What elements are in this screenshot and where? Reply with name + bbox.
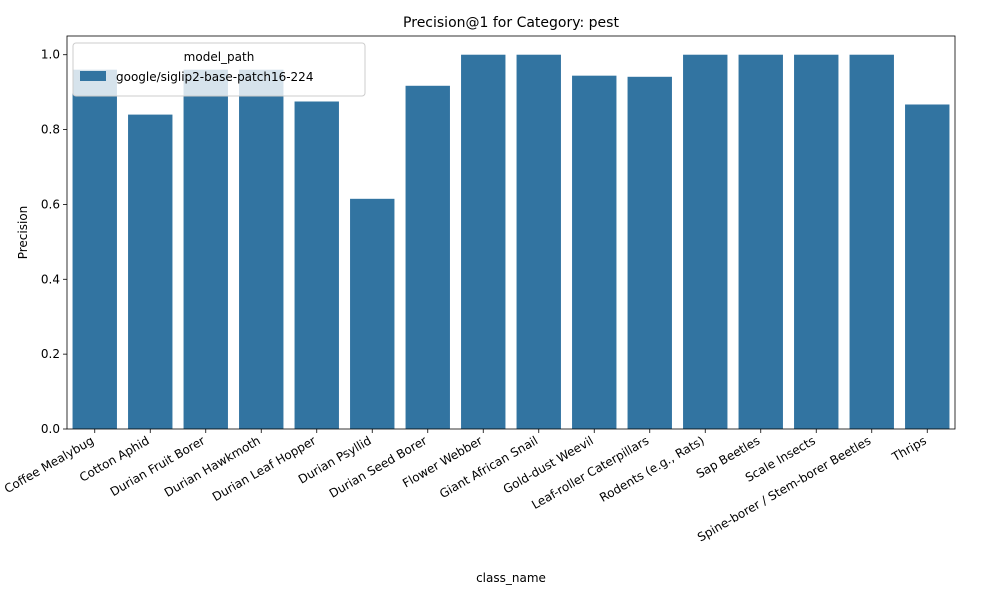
bars-group [72, 54, 950, 429]
chart-title: Precision@1 for Category: pest [403, 15, 619, 31]
bar [794, 54, 839, 429]
bar [461, 54, 506, 429]
y-tick-label: 0.2 [41, 347, 60, 361]
y-axis: 0.0 0.2 0.4 0.6 0.8 1.0 [41, 48, 67, 436]
bar [905, 104, 950, 429]
y-axis-label: Precision [16, 206, 30, 260]
legend-swatch [80, 71, 106, 81]
plot-frame [66, 35, 956, 430]
bar [683, 54, 728, 429]
x-tick-label: Durian Fruit Borer [108, 433, 208, 499]
y-tick-label: 1.0 [41, 48, 60, 62]
x-axis-label: class_name [476, 571, 546, 585]
bar [405, 85, 450, 429]
bar [183, 69, 228, 429]
bar [572, 75, 617, 429]
y-tick-label: 0.0 [41, 422, 60, 436]
x-tick-label: Giant African Snail [437, 433, 540, 501]
bar [627, 76, 672, 429]
x-tick-label: Coffee Mealybug [2, 433, 96, 496]
legend-box [72, 42, 366, 97]
legend: model_path google/siglip2-base-patch16-2… [72, 42, 366, 97]
x-tick-label: Durian Leaf Hopper [210, 433, 318, 504]
bar [239, 69, 284, 429]
bar [516, 54, 561, 429]
y-tick-label: 0.4 [41, 272, 60, 286]
bar [294, 101, 339, 429]
bar [738, 54, 783, 429]
bar [72, 69, 117, 429]
legend-title: model_path [184, 50, 255, 64]
bar [350, 198, 395, 429]
y-tick-label: 0.8 [41, 123, 60, 137]
legend-entry: google/siglip2-base-patch16-224 [116, 70, 313, 84]
bar [128, 114, 173, 429]
x-tick-label: Rodents (e.g., Rats) [597, 433, 707, 504]
y-tick-label: 0.6 [41, 197, 60, 211]
bar [849, 54, 894, 429]
x-tick-label: Durian Seed Borer [327, 433, 430, 500]
x-tick-label: Thrips [889, 433, 929, 464]
